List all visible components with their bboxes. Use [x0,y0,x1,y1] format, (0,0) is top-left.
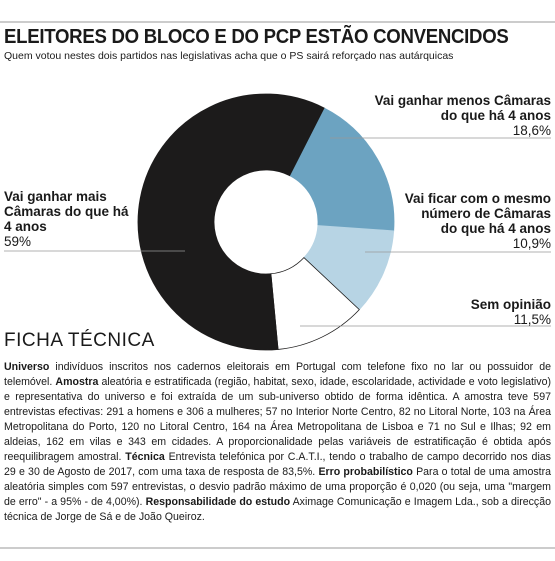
slice-label: Vai ganhar mais Câmaras do que há 4 anos… [4,189,136,249]
slice-label: Vai ficar com o mesmo número de Câmaras … [401,191,551,251]
category-label: Sem opinião [470,297,551,312]
term-text: aleatória e estratificada (região, habit… [4,376,551,463]
term: Técnica [125,451,165,463]
leaders [4,137,551,327]
donut-slice [137,93,325,351]
term-text: Entrevista telefónica por C.A.T.I., tend… [4,451,551,478]
term: Universo [4,361,50,373]
value-label: 18,6% [512,123,551,138]
chart-title: ELEITORES DO BLOCO E DO PCP ESTÃO CONVEN… [4,26,509,48]
term-text: Para o total de uma amostra aleatória si… [4,466,552,508]
category-label: Vai ganhar menos Câmaras do que há 4 ano… [374,93,551,123]
term: Amostra [55,376,99,388]
chart-subtitle: Quem votou nestes dois partidos nas legi… [4,50,454,62]
term-text: indivíduos inscritos nos cadernos eleito… [4,361,551,388]
category-label: Vai ficar com o mesmo número de Câmaras … [404,191,551,236]
donut-slice [289,107,395,232]
value-label: 11,5% [513,312,551,327]
category-label: Vai ganhar mais Câmaras do que há 4 anos [4,189,129,234]
value-label: 10,9% [512,236,551,251]
value-label: 59% [4,234,32,249]
term: Responsabilidade do estudo [145,496,291,508]
slice-label: Sem opinião 11,5% [401,297,551,327]
term-text: Aximage Comunicação e Imagem Lda., sob a… [4,496,551,523]
section-heading: FICHA TÉCNICA [4,330,155,351]
slice-label: Vai ganhar menos Câmaras do que há 4 ano… [371,93,551,138]
methodology-text: Universo indivíduos inscritos nos cadern… [4,360,551,525]
term: Erro probabilístico [318,466,413,478]
